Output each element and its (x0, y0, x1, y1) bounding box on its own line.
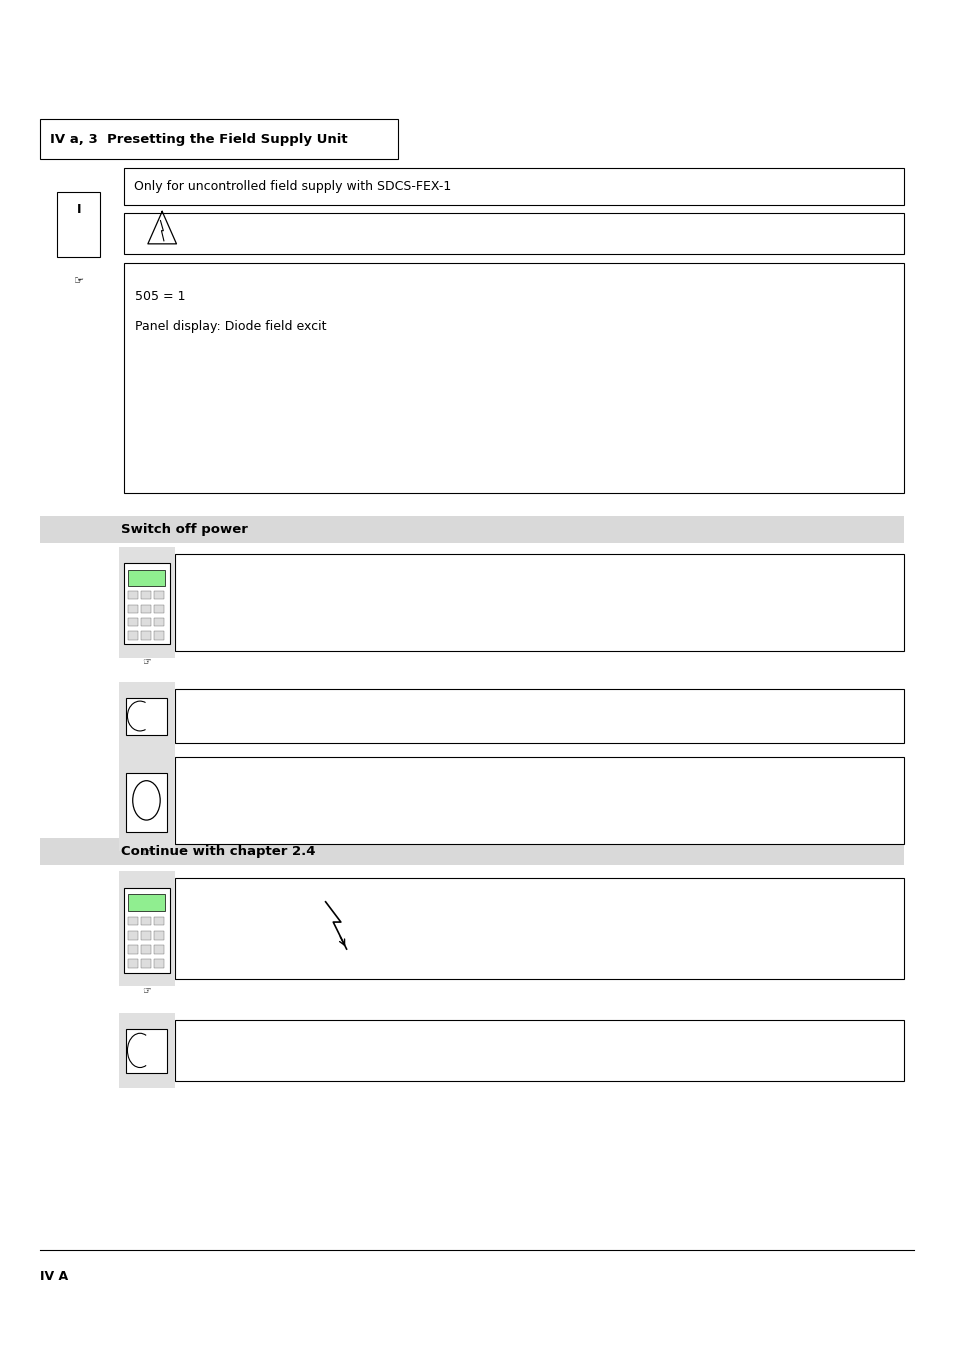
Bar (128, 894, 165, 912)
Bar (153, 959, 164, 967)
Bar (124, 263, 903, 493)
Bar (174, 878, 903, 979)
Bar (153, 631, 164, 639)
Text: ☞: ☞ (142, 848, 152, 858)
Bar (124, 888, 170, 973)
Bar (141, 917, 151, 925)
Bar (174, 1020, 903, 1081)
Bar (128, 631, 138, 639)
Bar (126, 773, 167, 832)
Bar (119, 1013, 174, 1088)
Bar (119, 750, 174, 851)
Text: IV a, 3  Presetting the Field Supply Unit: IV a, 3 Presetting the Field Supply Unit (50, 132, 347, 146)
Bar (124, 563, 170, 644)
Bar (124, 168, 903, 205)
Bar (128, 959, 138, 967)
Bar (128, 917, 138, 925)
Bar (141, 631, 151, 639)
Text: 505 = 1: 505 = 1 (135, 290, 186, 304)
Text: Switch off power: Switch off power (121, 523, 248, 536)
Bar (141, 946, 151, 954)
Text: ☞: ☞ (142, 657, 152, 667)
Bar (128, 570, 165, 586)
Bar (119, 682, 174, 750)
Bar (141, 959, 151, 967)
Bar (153, 605, 164, 613)
Bar (40, 119, 397, 159)
Bar (141, 617, 151, 626)
Text: ☞: ☞ (142, 986, 152, 997)
Ellipse shape (132, 781, 160, 820)
Bar (128, 946, 138, 954)
Bar (119, 871, 174, 986)
Bar (174, 689, 903, 743)
Bar (126, 697, 167, 735)
Text: I: I (76, 204, 81, 216)
Bar (126, 1029, 167, 1073)
Bar (141, 931, 151, 939)
Bar (141, 605, 151, 613)
Bar (128, 605, 138, 613)
Bar (174, 554, 903, 651)
Bar (141, 592, 151, 600)
Text: IV A: IV A (40, 1270, 68, 1283)
Bar (153, 617, 164, 626)
Bar (40, 516, 903, 543)
Text: Panel display: Diode field excit: Panel display: Diode field excit (135, 320, 327, 334)
Bar (128, 592, 138, 600)
Text: Only for uncontrolled field supply with SDCS-FEX-1: Only for uncontrolled field supply with … (133, 180, 451, 193)
Bar (40, 838, 903, 865)
Bar (128, 931, 138, 939)
Bar (153, 931, 164, 939)
Text: Continue with chapter 2.4: Continue with chapter 2.4 (121, 844, 315, 858)
Bar (119, 547, 174, 658)
Bar (153, 592, 164, 600)
Bar (153, 917, 164, 925)
Bar (153, 946, 164, 954)
Text: ☞: ☞ (73, 276, 84, 286)
Bar (128, 617, 138, 626)
Bar (57, 192, 100, 257)
Bar (174, 757, 903, 844)
Bar (124, 213, 903, 254)
